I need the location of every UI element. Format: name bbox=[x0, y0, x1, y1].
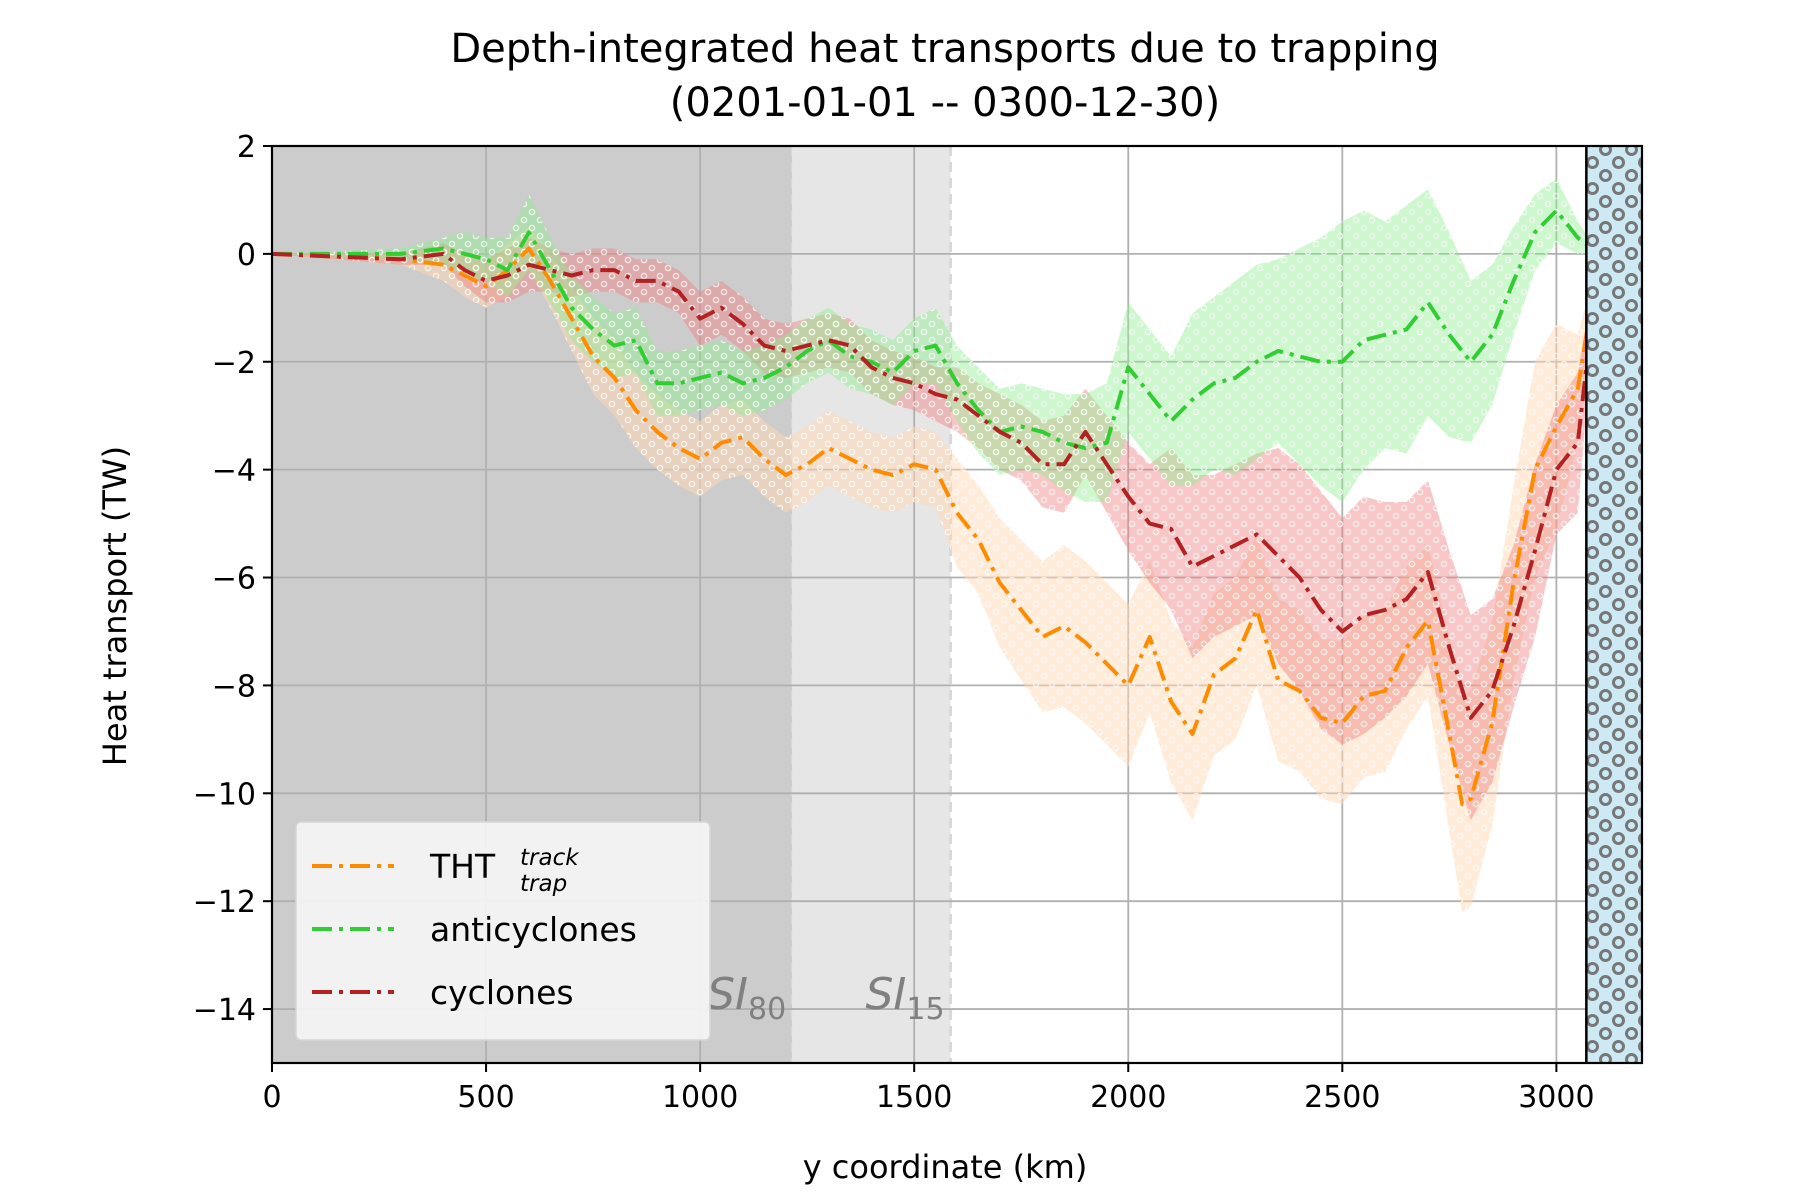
chart-subtitle: (0201-01-01 -- 0300-12-30) bbox=[670, 80, 1220, 126]
y-tick-label: −12 bbox=[193, 885, 256, 920]
series-lines bbox=[272, 208, 1642, 807]
y-tick-label: 2 bbox=[237, 130, 256, 165]
y-axis-label: Heat transport (TW) bbox=[96, 446, 134, 766]
uncertainty-bands bbox=[272, 178, 1642, 912]
y-tick-label: −8 bbox=[212, 669, 256, 704]
axes bbox=[270, 144, 1644, 1065]
series-line-tht bbox=[272, 246, 1642, 807]
region-si15 bbox=[792, 146, 951, 1063]
y-tick-label: −10 bbox=[193, 777, 256, 812]
y-tick-label: 0 bbox=[237, 238, 256, 273]
x-tick-label: 2000 bbox=[1090, 1080, 1166, 1115]
region-label-si80: SI80 bbox=[707, 969, 786, 1027]
ticks: 0 500 1000 1500 2000 2500 3000 2 0 −2 −4 −6 −8 −10 −12… bbox=[193, 130, 1595, 1115]
legend-label-cyclones: cyclones bbox=[430, 973, 574, 1012]
band-hatch-anticyclones bbox=[272, 178, 1642, 502]
band-hatch-cyclones bbox=[272, 237, 1642, 821]
x-tick-label: 1000 bbox=[662, 1080, 738, 1115]
y-tick-label: −4 bbox=[212, 454, 256, 489]
y-tick-label: −14 bbox=[193, 993, 256, 1028]
band-hatch-tht bbox=[272, 226, 1642, 912]
series-line-cyclones bbox=[272, 251, 1642, 720]
land-hatch bbox=[1586, 146, 1642, 1063]
region-labels: SI80 SI15 bbox=[707, 969, 945, 1027]
series-line-anticyclones bbox=[272, 208, 1642, 451]
land-region bbox=[1585, 146, 1642, 1063]
x-tick-label: 2500 bbox=[1304, 1080, 1380, 1115]
legend-label-tht: THT track trap bbox=[429, 845, 580, 897]
x-axis-label: y coordinate (km) bbox=[803, 1148, 1088, 1186]
chart-title: Depth-integrated heat transports due to … bbox=[450, 26, 1439, 72]
y-tick-label: −2 bbox=[212, 346, 256, 381]
plot-frame bbox=[270, 144, 1644, 1065]
region-label-si15: SI15 bbox=[865, 969, 944, 1027]
legend-box bbox=[295, 821, 711, 1041]
legend-label-anticyclones: anticyclones bbox=[430, 910, 637, 949]
x-tick-label: 500 bbox=[457, 1080, 514, 1115]
legend: THT track trap anticyclones cyclones bbox=[295, 821, 711, 1041]
x-tick-label: 1500 bbox=[876, 1080, 952, 1115]
y-tick-label: −6 bbox=[212, 562, 256, 597]
x-tick-label: 3000 bbox=[1518, 1080, 1594, 1115]
x-tick-label: 0 bbox=[262, 1080, 281, 1115]
